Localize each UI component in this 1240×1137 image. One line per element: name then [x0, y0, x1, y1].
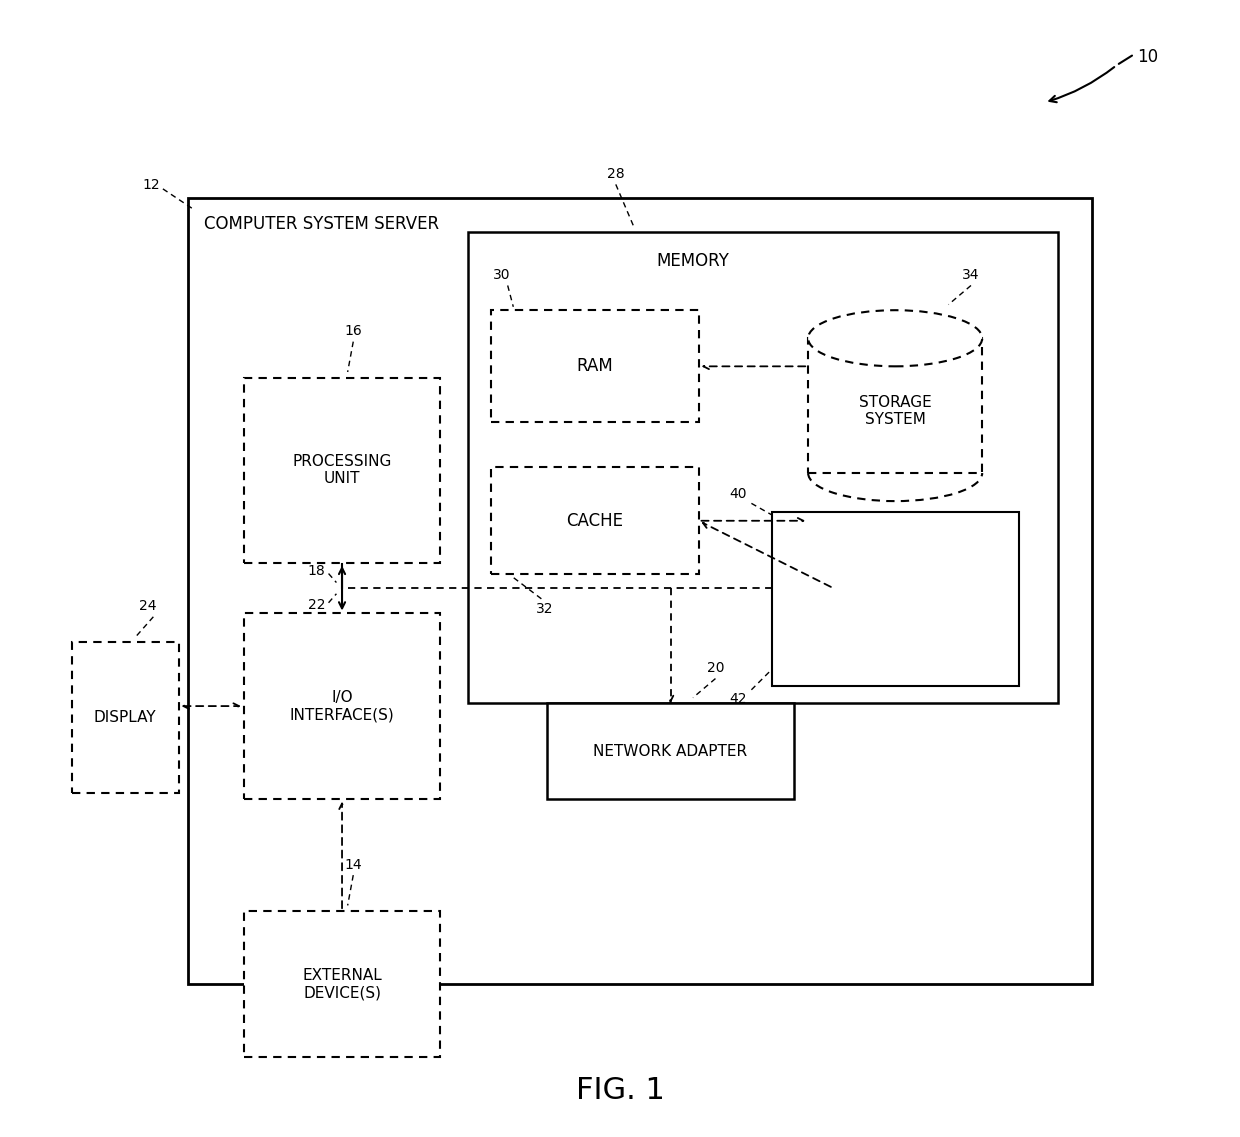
- Text: STORAGE
SYSTEM: STORAGE SYSTEM: [859, 395, 931, 428]
- Ellipse shape: [808, 310, 982, 366]
- Text: FIG. 1: FIG. 1: [575, 1077, 665, 1105]
- Text: 34: 34: [962, 268, 980, 282]
- Text: 32: 32: [536, 603, 553, 616]
- Text: CACHE: CACHE: [567, 512, 624, 530]
- Text: 12: 12: [143, 179, 160, 192]
- Bar: [244, 911, 440, 1057]
- Text: 22: 22: [308, 598, 325, 612]
- Bar: [771, 513, 1019, 687]
- Text: MEMORY: MEMORY: [656, 251, 729, 269]
- Bar: [784, 518, 1013, 674]
- Text: PROCESSING
UNIT: PROCESSING UNIT: [293, 454, 392, 487]
- Bar: [796, 524, 1007, 662]
- Bar: [244, 377, 440, 563]
- Text: COMPUTER SYSTEM SERVER: COMPUTER SYSTEM SERVER: [205, 215, 439, 233]
- Text: DISPLAY: DISPLAY: [94, 709, 156, 724]
- Bar: [808, 339, 982, 473]
- Text: NETWORK ADAPTER: NETWORK ADAPTER: [594, 744, 748, 758]
- Text: 18: 18: [308, 564, 325, 579]
- Bar: [491, 310, 698, 423]
- Text: RAM: RAM: [577, 357, 613, 375]
- Bar: [469, 232, 1058, 704]
- Text: 10: 10: [1137, 49, 1158, 66]
- Text: 28: 28: [606, 167, 625, 181]
- Text: 14: 14: [345, 857, 362, 872]
- Text: 20: 20: [707, 662, 724, 675]
- Text: 30: 30: [494, 268, 511, 282]
- Bar: [491, 467, 698, 574]
- Bar: [72, 641, 179, 794]
- Text: I/O
INTERFACE(S): I/O INTERFACE(S): [290, 690, 394, 722]
- Text: 24: 24: [139, 599, 156, 614]
- Bar: [187, 198, 1091, 984]
- Text: 42: 42: [729, 692, 746, 706]
- Text: 16: 16: [345, 324, 362, 339]
- Bar: [244, 614, 440, 798]
- Bar: [547, 704, 794, 798]
- Text: 40: 40: [729, 487, 746, 501]
- Text: EXTERNAL
DEVICE(S): EXTERNAL DEVICE(S): [303, 968, 382, 1001]
